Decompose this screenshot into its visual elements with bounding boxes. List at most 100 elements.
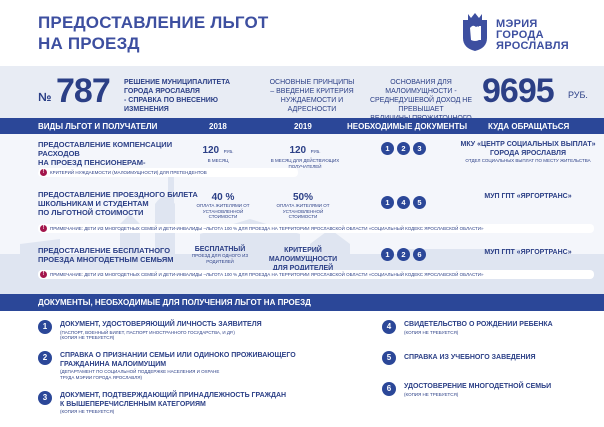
documents-section: 1 ДОКУМЕНТ, УДОСТОВЕРЯЮЩИЙ ЛИЧНОСТЬ ЗАЯВ… [0,311,604,427]
header: ПРЕДОСТАВЛЕНИЕ ЛЬГОТ НА ПРОЕЗД МЭРИЯ ГОР… [0,0,604,66]
page-title: ПРЕДОСТАВЛЕНИЕ ЛЬГОТ НА ПРОЕЗД [38,12,298,54]
doc-3-title-2: К ВЫШЕПЕРЕЧИСЛЕННЫМ КАТЕГОРИЯМ [60,400,206,408]
doc-badge: 6 [382,382,396,396]
row-2-note: ! ПРИМЕЧАНИЕ: ДЕТИ ИЗ МНОГОДЕТНЫХ СЕМЕЙ … [38,224,594,233]
doc-4-text: СВИДЕТЕЛЬСТВО О РОЖДЕНИИ РЕБЕНКА (КОПИЯ … [404,321,553,335]
row-3-where-1: МУП ГПТ «ЯРГОРТРАНС» [484,249,572,256]
doc-4-title: СВИДЕТЕЛЬСТВО О РОЖДЕНИИ РЕБЕНКА [404,321,553,328]
doc-1-title: ДОКУМЕНТ, УДОСТОВЕРЯЮЩИЙ ЛИЧНОСТЬ ЗАЯВИТ… [60,321,262,328]
row-1-2018-sub: В МЕСЯЦ [207,158,229,163]
basis-1: ОСНОВАНИЯ ДЛЯ МАЛОИМУЩНОСТИ - [385,79,457,95]
row-2-docs: 1 4 5 [381,196,426,209]
row-1-where-1: МКУ «ЦЕНТР СОЦИАЛЬНЫХ ВЫПЛАТ» [460,141,596,148]
doc-number: 6 [413,248,426,261]
row-2-2019-value: 50% [292,192,313,203]
doc-4-sub-1: (КОПИЯ НЕ ТРЕБУЕТСЯ) [404,329,459,335]
row-2-where-1: МУП ГПТ «ЯРГОРТРАНС» [484,193,572,200]
row-3-where: МУП ГПТ «ЯРГОРТРАНС» [458,248,598,257]
row-3-docs: 1 2 6 [381,248,426,261]
exclamation-icon: ! [40,169,47,176]
doc-2-sub-1: (ДЕПАРТАМЕНТ ПО СОЦИАЛЬНОЙ ПОДДЕРЖКЕ НАС… [60,369,220,374]
basis-2: СРЕДНЕДУШЕВОЙ ДОХОД НЕ ПРЕВЫШАЕТ [369,97,473,113]
doc-badge: 2 [38,351,52,365]
row-1-2018-unit: РУБ. [223,149,234,154]
doc-number: 2 [397,142,410,155]
doc-number: 5 [413,196,426,209]
doc-number: 1 [381,196,394,209]
row-1-2019-sub: В МЕСЯЦ ДЛЯ ДЕЙСТВУЮЩИХ ПОЛУЧАТЕЛЕЙ [270,158,340,169]
doc-3-title-1: ДОКУМЕНТ, ПОДТВЕРЖДАЮЩИЙ ПРИНАДЛЕЖНОСТЬ … [60,392,287,399]
doc-number: 3 [413,142,426,155]
col-docs: НЕОБХОДИМЫЕ ДОКУМЕНТЫ [347,122,468,131]
logo-line-3: ЯРОСЛАВЛЯ [496,40,569,52]
row-2-note-text: ПРИМЕЧАНИЕ: ДЕТИ ИЗ МНОГОДЕТНЫХ СЕМЕЙ И … [50,226,484,231]
doc-number: 1 [381,142,394,155]
row-3-2019-1: КРИТЕРИЙ МАЛОИМУЩНОСТИ [268,247,338,263]
row-2-title: ПРЕДОСТАВЛЕНИЕ ПРОЕЗДНОГО БИЛЕТА ШКОЛЬНИ… [38,190,208,217]
principles-1: ОСНОВНЫЕ ПРИНЦИПЫ [269,79,355,86]
doc-6-text: УДОСТОВЕРЕНИЕ МНОГОДЕТНОЙ СЕМЬИ (КОПИЯ Н… [404,383,551,397]
col-2019: 2019 [294,122,312,131]
doc-number: 2 [397,248,410,261]
exclamation-icon: ! [40,225,47,232]
row-3-note: ! ПРИМЕЧАНИЕ: ДЕТИ ИЗ МНОГОДЕТНЫХ СЕМЕЙ … [38,270,594,279]
coat-of-arms-icon [463,13,487,51]
decision-text-1: РЕШЕНИЕ МУНИЦИПАЛИТЕТА [124,79,231,86]
doc-1-text: ДОКУМЕНТ, УДОСТОВЕРЯЮЩИЙ ЛИЧНОСТЬ ЗАЯВИТ… [60,321,262,341]
doc-3-text: ДОКУМЕНТ, ПОДТВЕРЖДАЮЩИЙ ПРИНАДЛЕЖНОСТЬ … [60,392,286,415]
documents-heading-bar: ДОКУМЕНТЫ, НЕОБХОДИМЫЕ ДЛЯ ПОЛУЧЕНИЯ ЛЬГ… [0,294,604,311]
row-2-2018-sub: ОПЛАТА ЖИТЕЛЯМИ ОТ УСТАНОВЛЕННОЙ СТОИМОС… [196,203,250,219]
doc-6-sub-1: (КОПИЯ НЕ ТРЕБУЕТСЯ) [404,391,459,397]
row-2-title-2: ШКОЛЬНИКАМ И СТУДЕНТАМ [38,199,149,208]
row-2-2018-value: 40 % [211,192,235,203]
principles-text: ОСНОВНЫЕ ПРИНЦИПЫ – ВВЕДЕНИЕ КРИТЕРИЯ НУ… [262,78,362,114]
row-1-2018-value: 120 [202,145,220,156]
decision-text: РЕШЕНИЕ МУНИЦИПАЛИТЕТА ГОРОДА ЯРОСЛАВЛЯ … [124,78,234,114]
row-2-2019: 50% ОПЛАТА ЖИТЕЛЯМИ ОТ УСТАНОВЛЕННОЙ СТО… [268,192,338,220]
row-3-2018: БЕСПЛАТНЫЙ ПРОЕЗД ДЛЯ ОДНОГО ИЗ РОДИТЕЛЕ… [190,246,250,264]
decision-number: 787 [56,72,111,110]
row-2-title-3: ПО ЛЬГОТНОЙ СТОИМОСТИ [38,208,144,217]
row-1-docs: 1 2 3 [381,142,426,155]
doc-3-sub-1: (КОПИЯ НЕ ТРЕБУЕТСЯ) [60,409,115,414]
col-2018: 2018 [209,122,227,131]
title-line-2: НА ПРОЕЗД [38,34,140,53]
doc-badge: 3 [38,391,52,405]
logo-line-1: МЭРИЯ [496,18,538,30]
doc-number: 1 [381,248,394,261]
row-1-2019-unit: РУБ. [310,149,321,154]
doc-5-text: СПРАВКА ИЗ УЧЕБНОГО ЗАВЕДЕНИЯ [404,354,536,363]
mayor-logo: МЭРИЯ ГОРОДА ЯРОСЛАВЛЯ [460,12,580,54]
row-3-2019: КРИТЕРИЙ МАЛОИМУЩНОСТИ ДЛЯ РОДИТЕЛЕЙ [255,246,351,273]
row-3-2019-2: ДЛЯ РОДИТЕЛЕЙ [272,265,334,272]
documents-heading: ДОКУМЕНТЫ, НЕОБХОДИМЫЕ ДЛЯ ПОЛУЧЕНИЯ ЛЬГ… [38,298,311,307]
row-2-title-1: ПРЕДОСТАВЛЕНИЕ ПРОЕЗДНОГО БИЛЕТА [38,190,198,199]
principles-2: – ВВЕДЕНИЕ КРИТЕРИЯ [270,88,354,95]
row-3-title: ПРЕДОСТАВЛЕНИЕ БЕСПЛАТНОГО ПРОЕЗДА МНОГО… [38,246,208,264]
row-2-2018: 40 % ОПЛАТА ЖИТЕЛЯМИ ОТ УСТАНОВЛЕННОЙ СТ… [195,192,251,220]
exclamation-icon: ! [40,271,47,278]
row-1-2019-value: 120 [289,145,307,156]
doc-badge: 1 [38,320,52,334]
decision-text-2: ГОРОДА ЯРОСЛАВЛЯ [124,88,200,95]
row-1-where: МКУ «ЦЕНТР СОЦИАЛЬНЫХ ВЫПЛАТ» ГОРОДА ЯРО… [458,140,598,164]
row-1-note-text: КРИТЕРИЙ НУЖДАЕМОСТИ (МАЛОИМУЩНОСТИ) ДЛЯ… [50,170,207,175]
stats-strip: № 787 РЕШЕНИЕ МУНИЦИПАЛИТЕТА ГОРОДА ЯРОС… [0,66,604,131]
doc-badge: 5 [382,351,396,365]
doc-1-sub-1: (ПАСПОРТ, ВОЕННЫЙ БИЛЕТ, ПАСПОРТ ИНОСТРА… [60,329,235,335]
title-line-1: ПРЕДОСТАВЛЕНИЕ ЛЬГОТ [38,13,269,32]
min-income-value: 9695 [482,72,555,110]
doc-2-sub-2: ТРУДА МЭРИИ ГОРОДА ЯРОСЛАВЛЯ) [60,374,142,380]
doc-badge: 4 [382,320,396,334]
doc-2-text: СПРАВКА О ПРИЗНАНИИ СЕМЬИ ИЛИ ОДИНОКО ПР… [60,352,296,380]
logo-line-2: ГОРОДА [496,29,544,41]
row-1-where-2: ГОРОДА ЯРОСЛАВЛЯ [490,150,566,157]
currency-label: РУБ. [568,90,588,100]
row-1-where-sub: ОТДЕЛ СОЦИАЛЬНЫХ ВЫПЛАТ ПО МЕСТУ ЖИТЕЛЬС… [465,158,591,163]
number-sign: № [38,90,52,104]
doc-2-title-2: ГРАЖДАНИНА МАЛОИМУЩИМ [60,360,167,368]
row-3-title-2: ПРОЕЗДА МНОГОДЕТНЫМ СЕМЬЯМ [38,255,174,264]
row-1-title-1: ПРЕДОСТАВЛЕНИЕ КОМПЕНСАЦИИ РАСХОДОВ [38,140,173,158]
doc-2-title-1: СПРАВКА О ПРИЗНАНИИ СЕМЬИ ИЛИ ОДИНОКО ПР… [60,352,296,359]
row-3-title-1: ПРЕДОСТАВЛЕНИЕ БЕСПЛАТНОГО [38,246,171,255]
